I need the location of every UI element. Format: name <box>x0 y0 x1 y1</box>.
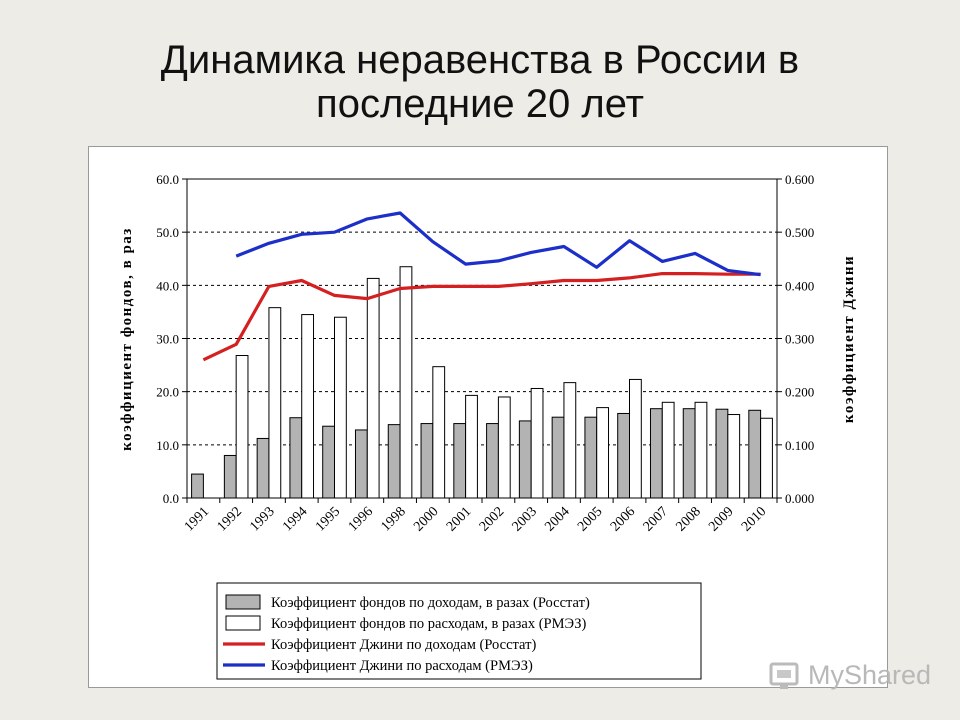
bar-income-ratio <box>387 424 401 499</box>
legend-label: Коэффициент Джини по доходам (Росстат) <box>271 637 536 653</box>
left-tick-label: 20.0 <box>156 385 179 400</box>
bar-income-ratio <box>453 423 467 499</box>
x-tick-label: 1994 <box>280 504 310 534</box>
x-tick-label: 2003 <box>510 504 540 534</box>
x-tick-label: 1991 <box>182 504 212 534</box>
chart-lines <box>202 211 761 362</box>
right-tick-label: 0.300 <box>785 332 814 347</box>
right-tick-label: 0.400 <box>785 278 814 293</box>
x-tick-label: 1995 <box>313 504 343 534</box>
bar-income-ratio <box>322 425 335 499</box>
x-tick-label: 1992 <box>215 504 245 534</box>
x-tick-label: 2006 <box>608 504 638 534</box>
left-tick-label: 50.0 <box>156 225 179 240</box>
inequality-chart: 0.010.020.030.040.050.060.0 0.0000.1000.… <box>119 172 857 680</box>
bar-income-ratio <box>256 437 270 499</box>
right-axis-ticks: 0.000 0.100 0.200 0.300 0.400 0.500 0.600 <box>777 172 814 506</box>
left-tick-label: 0.0 <box>163 491 179 506</box>
chart-panel: 0.0 10.0 20.0 30.0 40.0 50.0 60.0 0.000 0.100 0.… <box>88 146 888 688</box>
bar-expenditure-ratio <box>629 378 642 499</box>
bar-income-ratio <box>617 412 631 499</box>
bar-expenditure-ratio <box>334 316 347 499</box>
legend-box <box>216 582 702 680</box>
x-tick-label: 2007 <box>641 504 671 534</box>
bar-expenditure-ratio <box>465 394 478 499</box>
bar-income-ratio <box>191 473 204 499</box>
legend-swatch <box>225 594 261 610</box>
bar-expenditure-ratio <box>596 407 610 499</box>
chart-bars <box>191 266 773 499</box>
left-axis-ticks: 0.0 10.0 20.0 30.0 40.0 50.0 60.0 <box>156 172 187 506</box>
x-tick-label: 2000 <box>411 504 441 534</box>
bar-expenditure-ratio <box>235 355 249 499</box>
left-axis-label: коэффициент фондов, в раз <box>119 227 135 451</box>
legend-label: Коэффициент Джини по расходам (РМЭЗ) <box>271 658 533 674</box>
legend-label: Коэффициент фондов по доходам, в разах (… <box>271 595 590 611</box>
bar-expenditure-ratio <box>497 396 511 499</box>
brand-name: MyShared <box>808 660 932 690</box>
legend-label: Коэффициент фондов по расходам, в разах … <box>271 616 586 632</box>
x-tick-label: 2002 <box>477 504 507 534</box>
right-tick-label: 0.600 <box>785 172 814 187</box>
bar-expenditure-ratio <box>268 307 282 499</box>
left-tick-label: 30.0 <box>156 332 179 347</box>
slide-title: Динамика неравенства в России в последни… <box>0 38 960 126</box>
x-tick-label: 1998 <box>378 504 408 534</box>
bar-income-ratio <box>486 423 499 499</box>
bar-expenditure-ratio <box>727 414 741 499</box>
x-tick-label: 2001 <box>444 504 474 534</box>
line-gini-income <box>202 272 761 362</box>
bar-expenditure-ratio <box>661 401 675 499</box>
x-axis-labels: 1991 1992 1993 1994 1995 1996 1998 2000 2001 2002… <box>182 498 778 535</box>
bar-income-ratio <box>518 420 532 499</box>
left-tick-label: 60.0 <box>156 172 179 187</box>
x-tick-label: 2008 <box>673 504 703 534</box>
bar-expenditure-ratio <box>399 266 413 499</box>
brand-logo-icon <box>769 662 799 689</box>
right-tick-label: 0.200 <box>785 385 814 400</box>
x-tick-label: 1996 <box>346 504 376 534</box>
chart-legend: Коэффициент фондов по доходам, в разах (… <box>216 582 702 680</box>
brand-watermark: MyShared <box>768 656 938 696</box>
bar-expenditure-ratio <box>694 401 708 499</box>
x-tick-label: 2009 <box>706 504 736 534</box>
line-gini-expenditure <box>235 211 761 277</box>
bar-expenditure-ratio <box>366 277 380 499</box>
bar-expenditure-ratio <box>760 417 773 499</box>
bar-income-ratio <box>748 409 762 499</box>
right-tick-label: 0.500 <box>785 225 814 240</box>
bar-income-ratio <box>354 429 368 499</box>
x-tick-label: 2004 <box>542 504 572 534</box>
bar-income-ratio <box>584 416 598 499</box>
bar-expenditure-ratio <box>530 387 544 499</box>
slide-title-line-1: Динамика неравенства в России в <box>160 38 800 82</box>
right-tick-label: 0.100 <box>785 438 814 453</box>
right-tick-label: 0.000 <box>785 491 814 506</box>
bar-income-ratio <box>715 408 729 499</box>
bar-expenditure-ratio <box>301 314 315 499</box>
bar-expenditure-ratio <box>432 366 446 499</box>
bar-expenditure-ratio <box>563 382 577 499</box>
x-tick-label: 2010 <box>739 504 769 534</box>
bar-income-ratio <box>682 408 696 499</box>
bar-income-ratio <box>649 408 663 499</box>
bar-income-ratio <box>223 454 237 499</box>
x-tick-label: 1993 <box>247 504 277 534</box>
bar-income-ratio <box>420 423 434 499</box>
bar-income-ratio <box>289 417 303 499</box>
left-tick-label: 40.0 <box>156 278 179 293</box>
legend-swatch <box>225 615 261 631</box>
bar-income-ratio <box>551 416 565 499</box>
slide-title-line-2: последние 20 лет <box>316 82 644 126</box>
x-tick-label: 2005 <box>575 504 605 534</box>
right-axis-label: коэффициент Джини <box>841 255 857 423</box>
left-tick-label: 10.0 <box>156 438 179 453</box>
